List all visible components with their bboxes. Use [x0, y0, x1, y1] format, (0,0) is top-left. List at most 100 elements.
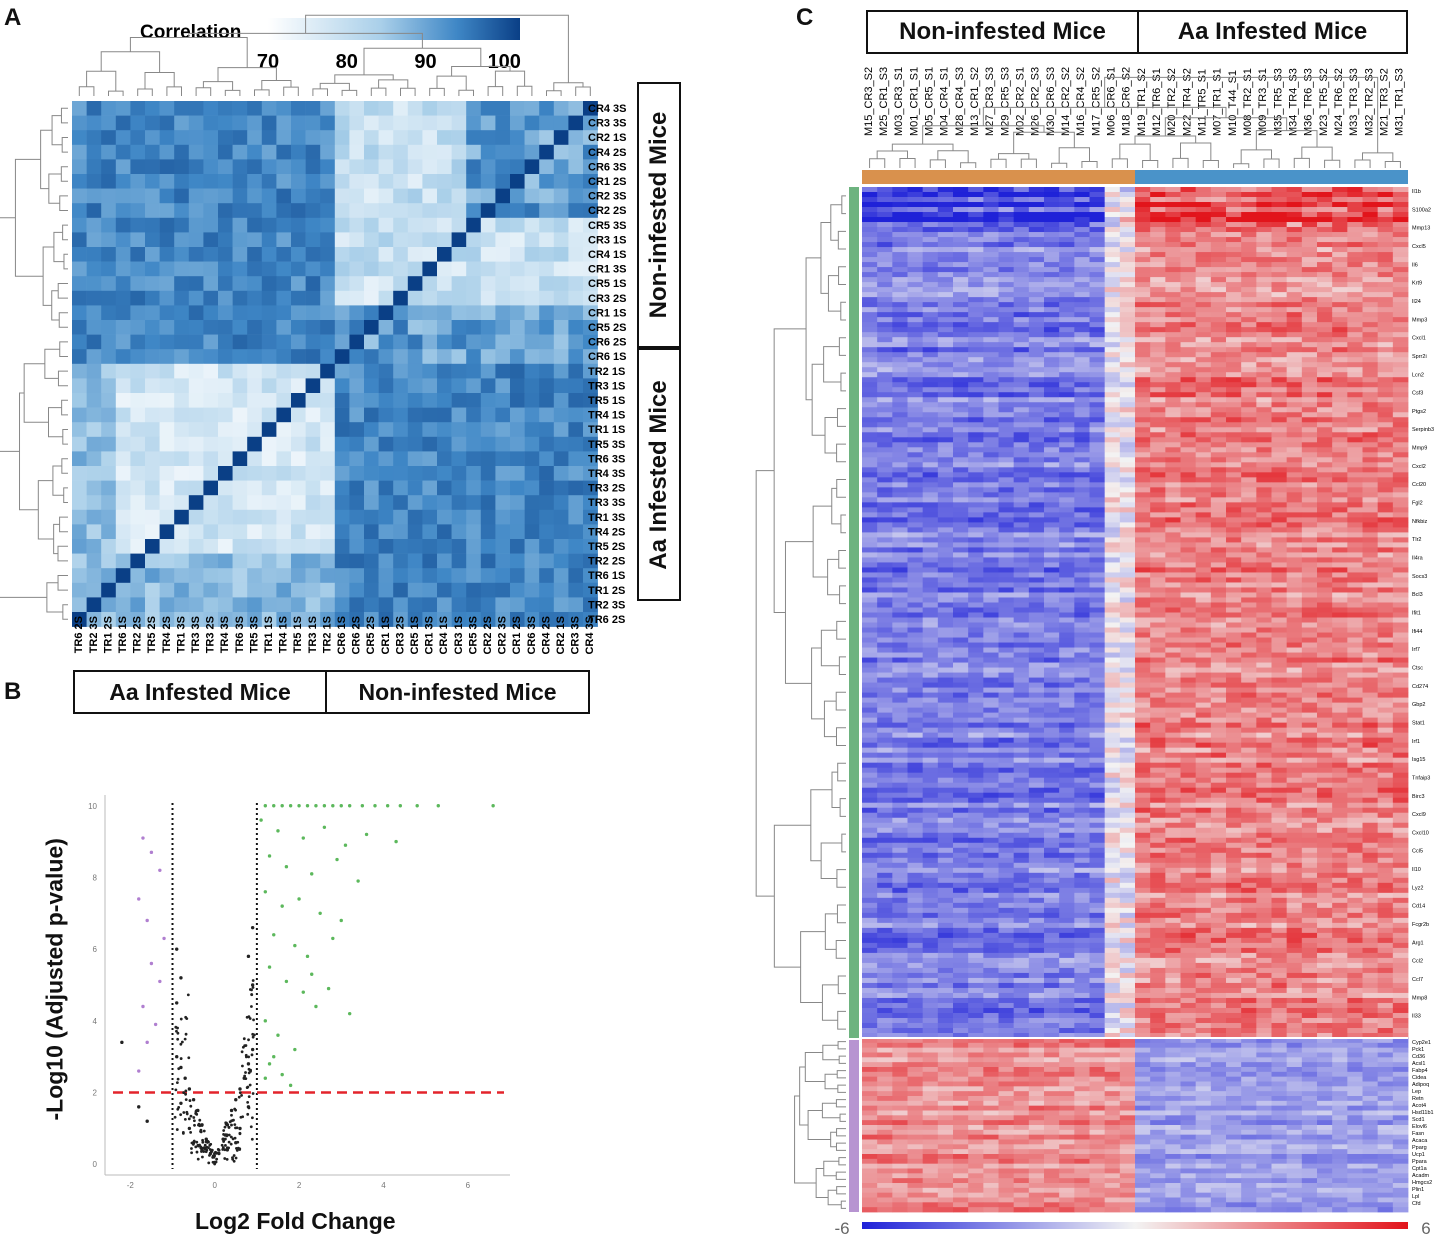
expression-cell — [1286, 347, 1303, 353]
correlation-cell — [72, 466, 87, 481]
correlation-cell — [480, 597, 496, 613]
expression-cell — [1286, 342, 1303, 348]
expression-cell — [1165, 447, 1181, 453]
correlation-cell — [101, 203, 117, 219]
expression-cell — [1180, 267, 1197, 273]
correlation-cell — [349, 466, 365, 481]
correlation-cell — [393, 582, 409, 598]
expression-cell — [1150, 187, 1166, 193]
expression-cell — [1089, 532, 1106, 538]
expression-cell — [1362, 317, 1379, 323]
expression-cell — [953, 332, 969, 338]
correlation-cell — [378, 217, 394, 233]
dendrogram-branch — [929, 159, 946, 168]
correlation-cell — [393, 217, 409, 233]
expression-cell — [877, 292, 893, 298]
expression-cell — [1317, 302, 1333, 308]
expression-cell — [1165, 547, 1181, 553]
correlation-cell — [320, 276, 336, 292]
data-point — [194, 1112, 198, 1115]
correlation-cell — [393, 393, 409, 408]
correlation-cell — [305, 407, 321, 423]
correlation-cell — [422, 539, 438, 554]
expression-cell — [877, 347, 893, 353]
expression-cell — [1241, 217, 1257, 223]
expression-cell — [953, 377, 969, 383]
correlation-cell — [291, 174, 306, 189]
expression-cell — [1013, 277, 1030, 283]
expression-cell — [1286, 252, 1303, 258]
data-point — [206, 1139, 210, 1143]
expression-cell — [1165, 552, 1181, 558]
expression-cell — [1317, 522, 1333, 528]
correlation-cell — [218, 509, 233, 525]
correlation-cell — [203, 290, 219, 306]
expression-cell — [1028, 312, 1045, 318]
data-point — [176, 1037, 180, 1041]
correlation-cell — [145, 553, 160, 569]
expression-cell — [998, 607, 1015, 613]
correlation-cell — [188, 261, 204, 277]
expression-cell — [1195, 582, 1212, 588]
expression-cell — [1180, 197, 1197, 203]
expression-cell — [1241, 527, 1257, 533]
correlation-cell — [291, 568, 306, 584]
correlation-cell — [188, 597, 204, 613]
correlation-cell — [174, 305, 190, 321]
expression-cell — [892, 387, 908, 393]
expression-cell — [968, 322, 984, 328]
expression-cell — [1332, 287, 1348, 293]
dendrogram-branch — [1020, 158, 1037, 168]
correlation-cell — [188, 422, 204, 438]
expression-cell — [1271, 192, 1288, 198]
data-point — [246, 1112, 250, 1116]
expression-cell — [1028, 567, 1045, 573]
dendrogram-branch — [1111, 158, 1128, 168]
expression-cell — [968, 592, 984, 598]
expression-cell — [1044, 227, 1060, 233]
expression-cell — [862, 527, 878, 533]
data-point — [225, 1158, 229, 1161]
expression-cell — [1013, 507, 1030, 513]
expression-cell — [1150, 522, 1166, 528]
row-label: TR4 2S — [588, 526, 625, 538]
expression-cell — [1150, 562, 1166, 568]
data-point — [182, 1091, 186, 1095]
expression-cell — [1074, 387, 1090, 393]
expression-cell — [1347, 372, 1363, 378]
expression-cell — [983, 547, 999, 553]
expression-cell — [1226, 462, 1242, 468]
expression-cell — [1059, 307, 1075, 313]
correlation-cell — [334, 101, 350, 116]
expression-cell — [922, 202, 939, 208]
correlation-cell — [320, 174, 336, 189]
expression-cell — [1347, 432, 1363, 438]
expression-cell — [1150, 352, 1166, 358]
expression-cell — [907, 317, 924, 323]
row-label: CR1 3S — [588, 264, 627, 276]
correlation-cell — [539, 101, 555, 116]
expression-cell — [1180, 342, 1197, 348]
expression-cell — [1150, 387, 1166, 393]
expression-cell — [1362, 357, 1379, 363]
expression-cell — [1074, 537, 1090, 543]
correlation-cell — [305, 115, 321, 131]
expression-cell — [1347, 502, 1363, 508]
correlation-cell — [72, 174, 87, 189]
correlation-cell — [72, 553, 87, 569]
correlation-cell — [232, 203, 248, 219]
correlation-cell — [305, 451, 321, 467]
expression-cell — [1271, 312, 1288, 318]
data-point — [250, 983, 255, 987]
expression-cell — [1195, 497, 1212, 503]
expression-cell — [1271, 292, 1288, 298]
correlation-cell — [393, 232, 409, 248]
correlation-cell — [349, 144, 365, 160]
row-label: TR1 3S — [588, 512, 625, 524]
correlation-cell — [130, 159, 146, 175]
expression-cell — [1044, 262, 1060, 268]
correlation-cell — [480, 509, 496, 525]
expression-cell — [1195, 522, 1212, 528]
expression-cell — [1210, 377, 1227, 383]
expression-cell — [1271, 237, 1288, 243]
